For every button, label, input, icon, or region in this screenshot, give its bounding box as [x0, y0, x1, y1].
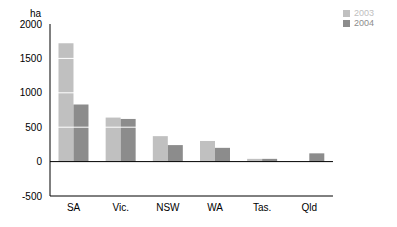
- svg-text:NSW: NSW: [156, 202, 180, 213]
- svg-text:WA: WA: [207, 202, 223, 213]
- svg-text:Vic.: Vic.: [112, 202, 129, 213]
- html-text:2004: 2004: [354, 18, 374, 28]
- svg-text:0: 0: [36, 156, 42, 167]
- svg-text:1500: 1500: [20, 53, 43, 64]
- svg-text:1000: 1000: [20, 87, 43, 98]
- svg-text:Tas.: Tas.: [253, 202, 271, 213]
- html-text:ha: ha: [30, 8, 42, 19]
- svg-text:SA: SA: [67, 202, 81, 213]
- svg-text:2000: 2000: [20, 19, 43, 30]
- html-text:2003: 2003: [354, 8, 374, 18]
- svg-text:Qld: Qld: [302, 202, 318, 213]
- svg-text:-500: -500: [22, 191, 42, 202]
- svg-text:500: 500: [25, 122, 42, 133]
